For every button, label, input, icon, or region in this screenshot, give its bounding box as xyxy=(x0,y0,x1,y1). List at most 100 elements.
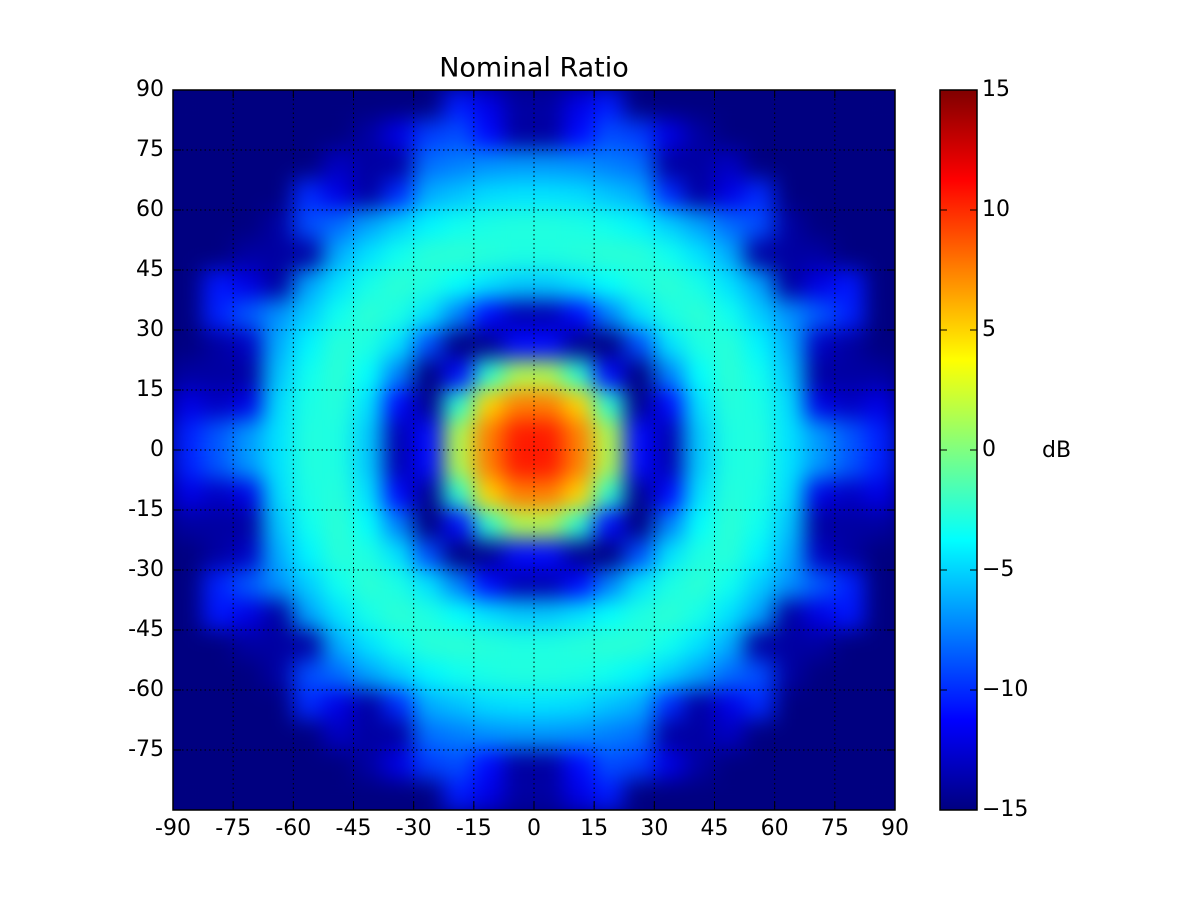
heatmap-cell xyxy=(173,599,204,631)
heatmap-cell xyxy=(744,659,776,691)
heatmap-cell xyxy=(533,449,565,481)
heatmap-cell xyxy=(173,719,204,751)
heatmap-cell xyxy=(774,239,806,271)
heatmap-cell xyxy=(774,119,806,151)
heatmap-cell xyxy=(292,479,324,511)
heatmap-cell xyxy=(744,269,776,301)
heatmap-cell xyxy=(714,209,746,241)
heatmap-cell xyxy=(563,359,595,391)
heatmap-cell xyxy=(322,90,354,121)
x-tick-label: 0 xyxy=(527,816,541,841)
heatmap-cell xyxy=(443,689,475,721)
heatmap-cell xyxy=(533,689,565,721)
heatmap-cell xyxy=(413,599,445,631)
heatmap-cell xyxy=(834,539,866,571)
heatmap-cell xyxy=(623,479,655,511)
heatmap-cell xyxy=(804,269,836,301)
heatmap-cell xyxy=(443,509,475,541)
heatmap-cell xyxy=(593,479,625,511)
heatmap-cell xyxy=(383,329,415,361)
heatmap-cell xyxy=(292,509,324,541)
heatmap-cell xyxy=(834,659,866,691)
heatmap-cell xyxy=(683,149,715,181)
heatmap-cell xyxy=(232,479,264,511)
heatmap-cell xyxy=(232,329,264,361)
heatmap-cell xyxy=(744,539,776,571)
heatmap-cell xyxy=(804,299,836,331)
heatmap-cell xyxy=(864,629,895,661)
heatmap-cell xyxy=(533,269,565,301)
heatmap-cell xyxy=(683,719,715,751)
heatmap-cell xyxy=(683,389,715,421)
heatmap-cell xyxy=(533,659,565,691)
heatmap-cell xyxy=(262,599,294,631)
heatmap-cell xyxy=(804,749,836,781)
heatmap-cell xyxy=(683,90,715,121)
heatmap-cell xyxy=(503,599,535,631)
heatmap-cell xyxy=(322,449,354,481)
heatmap-cell xyxy=(292,149,324,181)
heatmap-cell xyxy=(322,239,354,271)
heatmap-cell xyxy=(593,599,625,631)
heatmap-cell xyxy=(744,209,776,241)
heatmap-cell xyxy=(864,239,895,271)
heatmap-cell xyxy=(533,179,565,211)
heatmap-cell xyxy=(413,479,445,511)
heatmap-cell xyxy=(744,479,776,511)
heatmap-cell xyxy=(563,599,595,631)
heatmap-cell xyxy=(533,509,565,541)
heatmap-cell xyxy=(292,90,324,121)
heatmap-cell xyxy=(804,329,836,361)
heatmap-cell xyxy=(262,449,294,481)
heatmap-cell xyxy=(864,389,895,421)
heatmap-cell xyxy=(383,779,415,810)
heatmap-cell xyxy=(653,329,685,361)
heatmap-cell xyxy=(413,239,445,271)
x-tick-label: 90 xyxy=(881,816,909,841)
heatmap-cell xyxy=(774,90,806,121)
heatmap-cell xyxy=(623,749,655,781)
heatmap-cell xyxy=(353,149,385,181)
heatmap-cell xyxy=(473,419,505,451)
heatmap-cell xyxy=(834,749,866,781)
heatmap-cell xyxy=(232,389,264,421)
heatmap-cell xyxy=(503,509,535,541)
heatmap-cell xyxy=(383,719,415,751)
heatmap-cell xyxy=(683,359,715,391)
heatmap-cell xyxy=(202,119,234,151)
heatmap-cell xyxy=(173,779,204,810)
heatmap-cell xyxy=(443,119,475,151)
y-tick-label: 90 xyxy=(136,77,164,102)
heatmap-cell xyxy=(503,149,535,181)
heatmap-cell xyxy=(202,539,234,571)
heatmap-cell xyxy=(593,509,625,541)
heatmap-cell xyxy=(774,629,806,661)
heatmap-cell xyxy=(714,90,746,121)
heatmap-cell xyxy=(593,419,625,451)
heatmap-cell xyxy=(503,209,535,241)
heatmap-cell xyxy=(864,329,895,361)
heatmap-cell xyxy=(563,689,595,721)
heatmap-cell xyxy=(503,449,535,481)
colorbar-tick-label: −5 xyxy=(982,557,1014,582)
heatmap-cell xyxy=(292,209,324,241)
heatmap-cell xyxy=(173,509,204,541)
colorbar-tick-label: 0 xyxy=(982,437,996,462)
heatmap-cell xyxy=(443,659,475,691)
heatmap-cell xyxy=(834,569,866,601)
y-tick-label: 45 xyxy=(136,257,164,282)
heatmap-cell xyxy=(413,719,445,751)
heatmap-cell xyxy=(322,629,354,661)
heatmap-cell xyxy=(533,629,565,661)
heatmap-cell xyxy=(383,599,415,631)
heatmap-cell xyxy=(443,569,475,601)
heatmap-cell xyxy=(533,209,565,241)
x-tick-label: 60 xyxy=(761,816,789,841)
heatmap-cell xyxy=(353,419,385,451)
heatmap-cell xyxy=(834,629,866,661)
heatmap-cell xyxy=(473,239,505,271)
heatmap-cell xyxy=(683,449,715,481)
heatmap-cell xyxy=(322,509,354,541)
heatmap-cell xyxy=(563,749,595,781)
heatmap-cell xyxy=(262,779,294,810)
